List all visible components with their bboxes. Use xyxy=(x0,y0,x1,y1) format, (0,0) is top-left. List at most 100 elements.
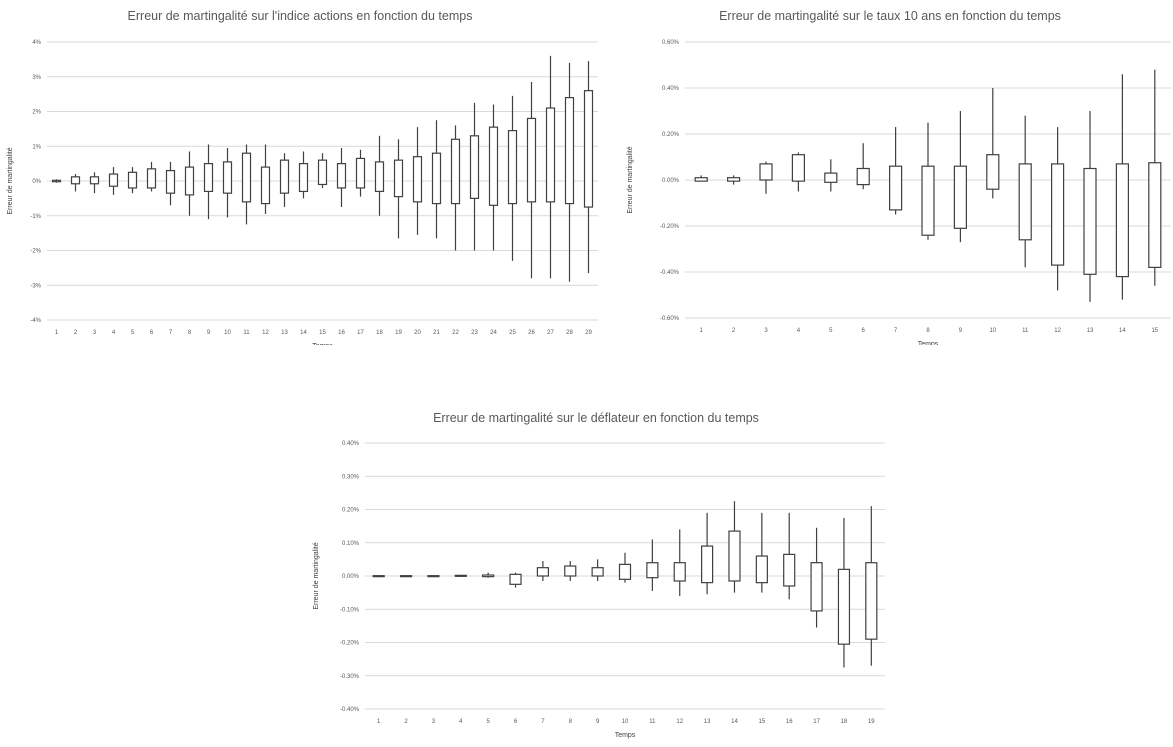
y-tick-label: 2% xyxy=(32,110,41,116)
x-tick-label: 12 xyxy=(676,719,683,725)
candle xyxy=(583,61,594,274)
y-tick-label: 0.20% xyxy=(662,132,680,138)
candle xyxy=(203,144,214,220)
y-tick-label: -1% xyxy=(30,214,41,220)
candle-box xyxy=(791,154,805,182)
candle xyxy=(986,88,1000,199)
candle xyxy=(507,95,518,261)
candle xyxy=(1115,74,1129,300)
x-tick-label: 3 xyxy=(93,330,97,336)
y-tick-label: -0.30% xyxy=(340,674,360,680)
candle xyxy=(336,147,347,208)
y-tick-label: -0.20% xyxy=(340,641,360,647)
candle xyxy=(184,151,195,216)
x-tick-label: 11 xyxy=(1022,328,1029,334)
candle xyxy=(865,506,878,666)
candle-box xyxy=(564,565,577,577)
candle-box xyxy=(507,130,518,205)
candle xyxy=(127,167,138,194)
candle-box xyxy=(165,169,176,194)
x-tick-label: 23 xyxy=(471,330,478,336)
candle-box xyxy=(482,574,495,578)
candle-box xyxy=(51,179,62,183)
candle-box xyxy=(1018,163,1032,241)
candle-box xyxy=(694,177,708,182)
candle-box xyxy=(618,563,632,580)
x-tick-label: 4 xyxy=(112,330,116,336)
x-tick-label: 14 xyxy=(300,330,307,336)
candle-box xyxy=(89,176,100,185)
y-tick-label: -0.10% xyxy=(340,607,360,613)
candle-box xyxy=(837,568,851,645)
candle-box xyxy=(509,573,522,585)
candle xyxy=(165,161,176,206)
y-tick-label: -0.20% xyxy=(660,224,680,230)
candle xyxy=(146,161,157,192)
candle-box xyxy=(1083,167,1097,275)
candle xyxy=(824,159,838,192)
x-tick-label: 6 xyxy=(514,719,518,725)
chart-deflator-svg: Erreur de martingalité sur le déflateur … xyxy=(313,411,885,739)
candle-box xyxy=(127,171,138,189)
x-tick-label: 16 xyxy=(786,719,793,725)
x-axis-label: Temps xyxy=(312,343,333,345)
chart-10y-rate-svg: Erreur de martingalité sur le taux 10 an… xyxy=(627,9,1171,345)
y-axis-label: Erreur de martingalité xyxy=(7,147,14,214)
candle xyxy=(393,139,404,239)
candle xyxy=(889,127,903,215)
candle-box xyxy=(953,165,967,229)
x-tick-label: 26 xyxy=(528,330,535,336)
candle-box xyxy=(759,163,773,181)
x-tick-label: 29 xyxy=(585,330,592,336)
x-tick-label: 25 xyxy=(509,330,516,336)
candle-box xyxy=(260,166,271,205)
candle-box xyxy=(184,166,195,196)
candle-box xyxy=(279,159,290,194)
candle xyxy=(372,575,385,578)
candle-box xyxy=(824,172,838,183)
x-tick-label: 3 xyxy=(764,328,768,334)
x-tick-label: 4 xyxy=(797,328,801,334)
candle-box xyxy=(591,567,604,577)
candle-box xyxy=(146,168,157,189)
x-tick-label: 5 xyxy=(829,328,833,334)
candle-box xyxy=(583,90,594,208)
candle xyxy=(1148,69,1162,286)
x-tick-label: 12 xyxy=(262,330,269,336)
x-tick-label: 2 xyxy=(74,330,78,336)
candle xyxy=(279,153,290,208)
candle-box xyxy=(488,126,499,206)
x-tick-label: 19 xyxy=(395,330,402,336)
x-tick-label: 2 xyxy=(732,328,736,334)
x-tick-label: 18 xyxy=(376,330,383,336)
candle xyxy=(374,135,385,216)
x-tick-label: 19 xyxy=(868,719,875,725)
candle-box xyxy=(673,562,686,582)
x-tick-label: 15 xyxy=(758,719,765,725)
candle-box xyxy=(810,562,823,612)
x-tick-label: 22 xyxy=(452,330,459,336)
y-tick-label: 0.10% xyxy=(342,541,360,547)
candle-box xyxy=(728,530,741,582)
candle xyxy=(355,149,366,197)
chart-10y-rate: Erreur de martingalité sur le taux 10 an… xyxy=(615,0,1173,345)
x-tick-label: 7 xyxy=(541,719,545,725)
candle xyxy=(427,575,440,578)
candle xyxy=(921,122,935,240)
candle-box xyxy=(412,156,423,203)
candle xyxy=(89,172,100,194)
y-tick-label: 0.20% xyxy=(342,508,360,514)
candle xyxy=(1018,115,1032,268)
candle-box xyxy=(856,167,870,186)
x-tick-label: 13 xyxy=(704,719,711,725)
candle xyxy=(482,572,495,578)
y-tick-label: 0.00% xyxy=(662,178,680,184)
x-tick-label: 11 xyxy=(649,719,656,725)
candle-box xyxy=(372,575,385,578)
candle-box xyxy=(646,562,659,579)
chart-title: Erreur de martingalité sur le déflateur … xyxy=(433,411,759,425)
x-tick-label: 8 xyxy=(569,719,573,725)
candle xyxy=(728,501,741,593)
candle xyxy=(399,575,413,578)
chart-title: Erreur de martingalité sur le taux 10 an… xyxy=(719,9,1061,23)
